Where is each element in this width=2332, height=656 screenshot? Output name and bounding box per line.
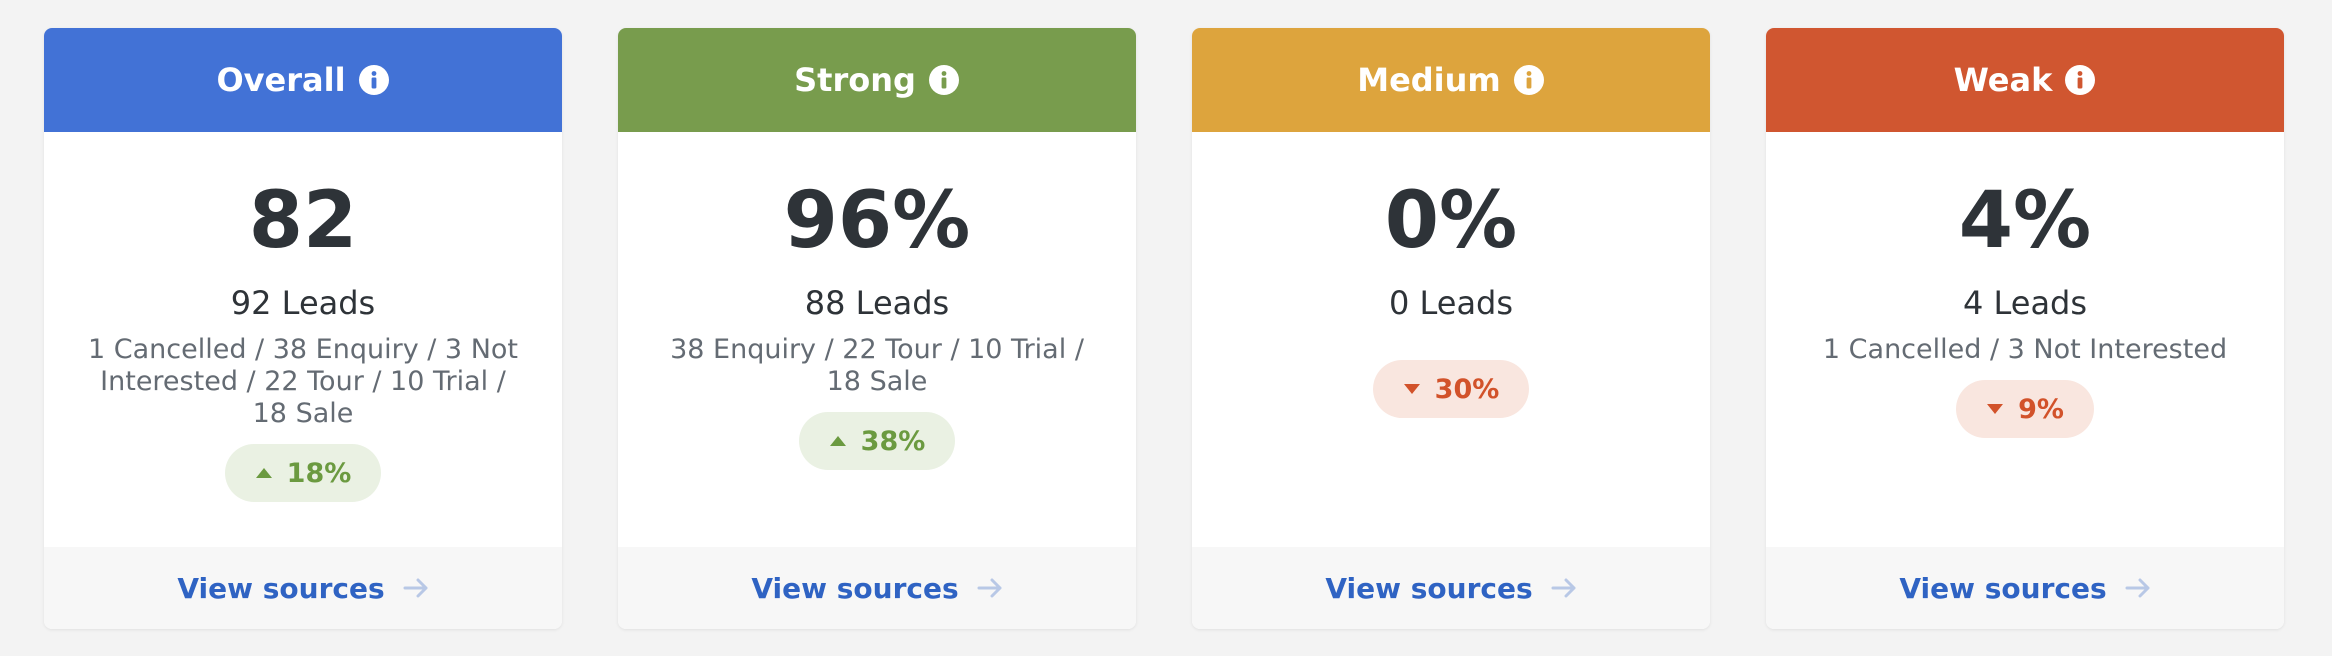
status-breakdown: 1 Cancelled / 38 Enquiry / 3 Not Interes… [87, 334, 518, 430]
card-body: 96% 88 Leads 38 Enquiry / 22 Tour / 10 T… [618, 132, 1136, 547]
trend-badge: 30% [1372, 360, 1530, 419]
score-value: 0% [1384, 176, 1518, 266]
view-sources-link[interactable]: View sources [618, 547, 1136, 629]
card-weak: Weak 4% 4 Leads 1 Cancelled / 3 Not Inte… [1766, 28, 2284, 629]
trend-badge: 18% [224, 444, 382, 503]
view-sources-link[interactable]: View sources [1192, 547, 1710, 629]
info-icon[interactable] [1513, 64, 1545, 96]
leads-count: 88 Leads [804, 284, 950, 322]
card-strong: Strong 96% 88 Leads 38 Enquiry / 22 Tour… [618, 28, 1136, 629]
trend-badge: 38% [798, 412, 956, 471]
arrow-right-icon [2125, 578, 2150, 598]
card-body: 82 92 Leads 1 Cancelled / 38 Enquiry / 3… [44, 132, 562, 547]
arrow-right-icon [1551, 578, 1576, 598]
status-breakdown: 1 Cancelled / 3 Not Interested [1822, 334, 2228, 366]
arrow-right-icon [403, 578, 428, 598]
arrow-right-icon [977, 578, 1002, 598]
view-sources-link[interactable]: View sources [44, 547, 562, 629]
view-sources-label: View sources [751, 571, 959, 605]
card-body: 4% 4 Leads 1 Cancelled / 3 Not Intereste… [1766, 132, 2284, 547]
trend-value: 38% [860, 425, 926, 457]
caret-up-icon [255, 468, 272, 479]
trend-value: 30% [1434, 373, 1500, 405]
caret-down-icon [1987, 404, 2004, 415]
card-header: Weak [1766, 28, 2284, 132]
info-icon[interactable] [928, 64, 960, 96]
card-body: 0% 0 Leads 30% [1192, 132, 1710, 547]
leads-count: 92 Leads [230, 284, 376, 322]
card-overall: Overall 82 92 Leads 1 Cancelled / 38 Enq… [44, 28, 562, 629]
trend-value: 9% [2018, 393, 2064, 425]
score-value: 4% [1958, 176, 2092, 266]
caret-down-icon [1403, 384, 1420, 395]
card-title: Medium [1357, 61, 1501, 99]
card-header: Overall [44, 28, 562, 132]
view-sources-label: View sources [1325, 571, 1533, 605]
score-value: 96% [783, 176, 971, 266]
score-value: 82 [248, 176, 358, 266]
view-sources-label: View sources [1899, 571, 2107, 605]
card-header: Medium [1192, 28, 1710, 132]
card-title: Strong [794, 61, 916, 99]
info-icon[interactable] [2064, 64, 2096, 96]
lead-score-cards: Overall 82 92 Leads 1 Cancelled / 38 Enq… [44, 28, 2284, 629]
status-breakdown: 38 Enquiry / 22 Tour / 10 Trial / 18 Sal… [670, 334, 1084, 398]
leads-count: 0 Leads [1388, 284, 1514, 322]
card-medium: Medium 0% 0 Leads 30% View sources [1192, 28, 1710, 629]
trend-badge: 9% [1956, 380, 2094, 439]
view-sources-link[interactable]: View sources [1766, 547, 2284, 629]
caret-up-icon [829, 436, 846, 447]
trend-value: 18% [286, 457, 352, 489]
info-icon[interactable] [358, 64, 390, 96]
card-title: Weak [1953, 61, 2053, 99]
leads-count: 4 Leads [1962, 284, 2088, 322]
view-sources-label: View sources [177, 571, 385, 605]
card-title: Overall [216, 61, 346, 99]
card-header: Strong [618, 28, 1136, 132]
